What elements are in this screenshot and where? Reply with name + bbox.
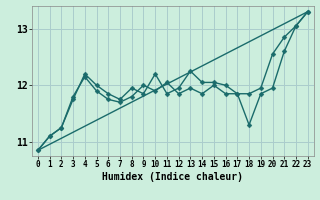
X-axis label: Humidex (Indice chaleur): Humidex (Indice chaleur)	[102, 172, 243, 182]
